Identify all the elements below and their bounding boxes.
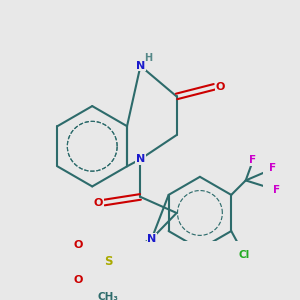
Text: O: O	[73, 240, 83, 250]
Text: Cl: Cl	[238, 250, 250, 260]
Text: H: H	[144, 53, 153, 63]
Text: N: N	[136, 154, 145, 164]
Text: CH₃: CH₃	[98, 292, 119, 300]
Text: F: F	[273, 185, 280, 195]
Text: O: O	[215, 82, 225, 92]
Text: O: O	[73, 275, 83, 285]
Text: N: N	[136, 61, 145, 71]
Text: F: F	[249, 155, 256, 165]
Text: F: F	[269, 164, 277, 173]
Text: O: O	[94, 197, 103, 208]
Text: S: S	[104, 255, 112, 268]
Text: N: N	[147, 234, 156, 244]
